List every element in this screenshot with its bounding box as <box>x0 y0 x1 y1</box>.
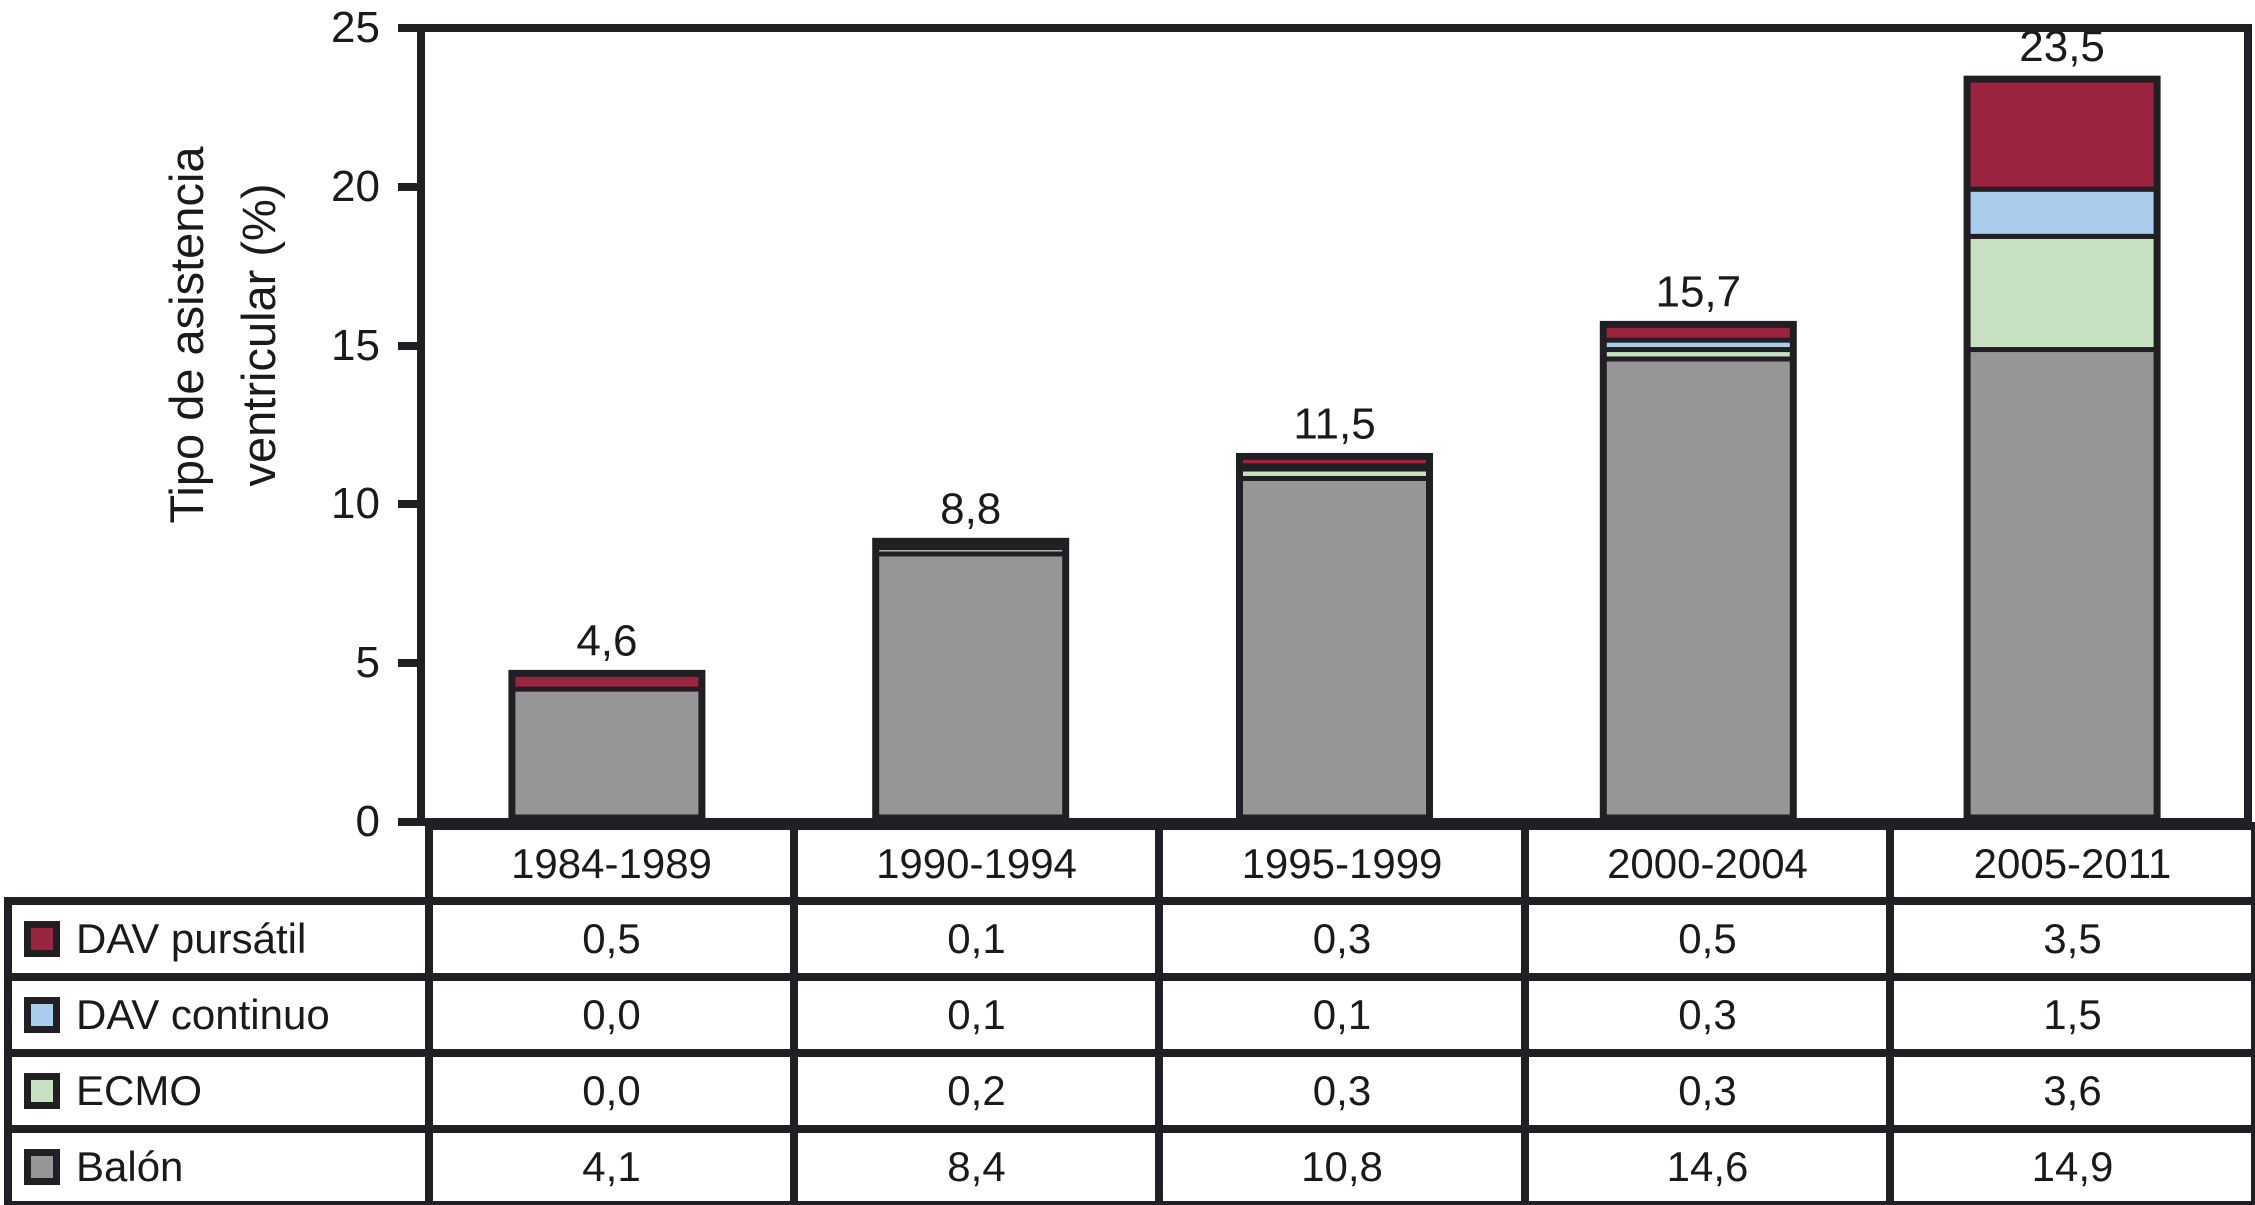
table-value-cell: 14,9 <box>1886 1125 2255 1205</box>
bar-outline <box>872 537 1070 822</box>
table-value-cell: 0,0 <box>425 973 798 1057</box>
legend-swatch-icon <box>24 1149 60 1185</box>
category-header-cell: 2005-2011 <box>1886 822 2255 905</box>
data-table: 1984-1989 1990-1994 1995-1999 2000-2004 2005… <box>4 822 2255 1205</box>
category-header-cell: 1995-1999 <box>1155 822 1529 905</box>
y-tick-label: 0 <box>355 797 380 846</box>
table-value-cell: 0,5 <box>425 897 798 981</box>
legend-label: DAV pursátil <box>76 915 307 962</box>
blank-corner-cell <box>8 826 429 901</box>
table-value-cell: 4,1 <box>425 1125 798 1205</box>
table-value-cell: 14,6 <box>1521 1125 1894 1205</box>
category-header-cell: 2000-2004 <box>1521 822 1894 905</box>
table-value-cell: 0,1 <box>1155 973 1529 1057</box>
table-value-cell: 0,3 <box>1521 973 1894 1057</box>
legend-cell: DAV pursátil <box>4 897 433 981</box>
y-tick-mark <box>398 818 420 826</box>
legend-swatch-icon <box>24 1073 60 1109</box>
y-tick-label: 5 <box>355 638 380 688</box>
table-row: ECMO 0,0 0,2 0,3 0,3 3,6 <box>4 1049 2255 1133</box>
y-axis-title-line1: Tipo de asistencia <box>160 146 213 524</box>
bar-total-label: 8,8 <box>940 484 1001 533</box>
category-header-row: 1984-1989 1990-1994 1995-1999 2000-2004 2005… <box>8 822 2255 905</box>
bar-total-label: 23,5 <box>2019 22 2105 71</box>
legend-label: ECMO <box>76 1067 202 1114</box>
bar-segment <box>1237 475 1432 821</box>
table-row: Balón 4,1 8,4 10,8 14,6 14,9 <box>4 1125 2255 1205</box>
legend-swatch-icon <box>24 997 60 1033</box>
bar-outline <box>508 669 706 822</box>
table-row: DAV pursátil 0,5 0,1 0,3 0,5 3,5 <box>4 897 2255 981</box>
table-value-cell: 3,6 <box>1886 1049 2255 1133</box>
table-value-cell: 1,5 <box>1886 973 2255 1057</box>
table-value-cell: 8,4 <box>790 1125 1163 1205</box>
category-header-cell: 1990-1994 <box>790 822 1163 905</box>
table-value-cell: 10,8 <box>1155 1125 1529 1205</box>
y-tick-label: 20 <box>331 161 380 211</box>
legend-swatch-icon <box>24 921 60 957</box>
y-tick-label: 10 <box>331 479 380 529</box>
table-value-cell: 0,2 <box>790 1049 1163 1133</box>
table-value-cell: 3,5 <box>1886 897 2255 981</box>
bar-total-label: 15,7 <box>1655 267 1741 316</box>
bar-segment <box>1964 233 2160 353</box>
table-value-cell: 0,3 <box>1155 1049 1529 1133</box>
y-tick-mark <box>398 182 420 191</box>
table-value-cell: 0,5 <box>1521 897 1894 981</box>
bar-segment <box>1964 76 2160 192</box>
bar-segment <box>1964 347 2160 821</box>
y-tick-mark <box>398 659 420 668</box>
bar-segment <box>1600 356 1796 821</box>
bar-total-label: 11,5 <box>1293 399 1375 448</box>
y-tick-mark <box>398 341 420 350</box>
category-header-cell: 1984-1989 <box>425 822 798 905</box>
table-row: DAV continuo 0,0 0,1 0,1 0,3 1,5 <box>4 973 2255 1057</box>
bar-outline <box>1599 320 1797 822</box>
legend-cell: ECMO <box>4 1049 433 1133</box>
table-value-cell: 0,3 <box>1521 1049 1894 1133</box>
bar-segment <box>509 686 705 821</box>
y-tick-label: 25 <box>331 3 380 52</box>
bar-segment <box>1964 186 2160 239</box>
legend-cell: DAV continuo <box>4 973 433 1057</box>
table-value-cell: 0,3 <box>1155 897 1529 981</box>
legend-cell: Balón <box>4 1125 433 1205</box>
y-tick-mark <box>398 24 420 32</box>
bar-total-label: 4,6 <box>576 616 637 665</box>
table-value-cell: 0,0 <box>425 1049 798 1133</box>
stacked-bars: 4,6 8,8 11,5 15,7 23,5 <box>508 22 2161 822</box>
bar-outline <box>1963 75 2161 822</box>
legend-label: Balón <box>76 1143 184 1190</box>
y-tick-label: 15 <box>331 320 380 370</box>
y-tick-mark <box>398 500 420 509</box>
legend-label: DAV continuo <box>76 991 330 1038</box>
bar-outline <box>1236 452 1433 822</box>
table-value-cell: 0,1 <box>790 897 1163 981</box>
table-value-cell: 0,1 <box>790 973 1163 1057</box>
bar-segment <box>873 551 1069 821</box>
